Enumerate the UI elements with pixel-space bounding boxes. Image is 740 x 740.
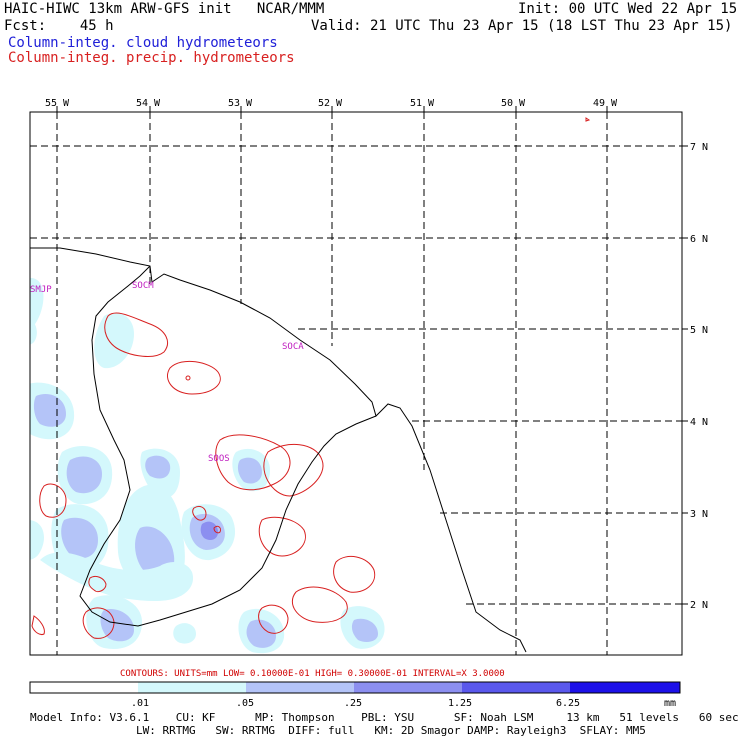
lon-label: 50 W [501, 98, 526, 109]
precip-contour [215, 434, 291, 491]
precip-contour [585, 117, 591, 122]
colorbar-bin [354, 682, 462, 693]
precip-contour [82, 607, 115, 639]
lat-labels: 7 N 6 N 5 N 4 N 3 N 2 N [690, 142, 708, 611]
station-label: SOCA [282, 342, 304, 352]
cloud-region [40, 552, 194, 602]
colorbar-tick: .25 [344, 698, 362, 709]
cloud-region [30, 278, 44, 330]
colorbar-tick: 6.25 [556, 698, 580, 709]
lon-label: 51 W [410, 98, 435, 109]
model-info-line2: LW: RRTMG SW: RRTMG DIFF: full KM: 2D Sm… [30, 724, 646, 737]
cloud-region [173, 623, 196, 644]
lon-label: 52 W [318, 98, 343, 109]
colorbar [29, 681, 681, 694]
station-label: SOCM [132, 281, 154, 291]
map-frame [29, 111, 683, 656]
lon-label: 53 W [228, 98, 253, 109]
colorbar-bin [30, 682, 138, 693]
precip-contour [88, 575, 107, 593]
precip-contour [258, 516, 306, 557]
border [79, 265, 377, 627]
cloud-region [94, 312, 134, 369]
colorbar-bin [246, 682, 354, 693]
station-label: SMJP [30, 285, 52, 295]
cloud-region [246, 619, 276, 648]
colorbar-ticks: .01 .05 .25 1.25 6.25 mm [131, 698, 676, 709]
colorbar-units: mm [664, 698, 676, 709]
header-forecast-hour: Fcst: 45 h [4, 18, 114, 34]
cloud-region [66, 456, 102, 494]
precip-contour-layer [31, 117, 591, 639]
precip-contour [213, 525, 221, 534]
frame-ticks [56, 106, 688, 605]
colorbar-frame [29, 681, 681, 694]
station-labels: SMJP SOCM SOCA SOOS [30, 281, 304, 464]
header-title: HAIC-HIWC 13km ARW-GFS init NCAR/MMM [4, 1, 325, 17]
colorbar-bin [462, 682, 570, 693]
model-info-line1: Model Info: V3.6.1 CU: KF MP: Thompson P… [30, 711, 739, 724]
cloud-region [100, 608, 134, 642]
precip-contour [167, 360, 221, 395]
cloud-region [61, 517, 98, 559]
lat-label: 3 N [690, 509, 708, 520]
lon-label: 49 W [593, 98, 618, 109]
lon-label: 55 W [45, 98, 70, 109]
colorbar-tick: .01 [131, 698, 149, 709]
precip-contour [291, 586, 348, 623]
colorbar-tick: 1.25 [448, 698, 472, 709]
lon-labels: 55 W 54 W 53 W 52 W 51 W 50 W 49 W [45, 98, 618, 109]
precip-contour [258, 604, 289, 634]
lat-label: 2 N [690, 600, 708, 611]
cloud-region [351, 618, 378, 642]
lon-label: 54 W [136, 98, 161, 109]
coastline [30, 247, 527, 653]
precip-contour [31, 615, 45, 635]
cloud-region [33, 394, 66, 427]
field-label-cloud: Column-integ. cloud hydrometeors [8, 35, 278, 51]
lat-label: 6 N [690, 234, 708, 245]
precip-contour [263, 443, 324, 497]
colorbar-tick: .05 [236, 698, 254, 709]
cloud-region [237, 457, 262, 484]
header-init-time: Init: 00 UTC Wed 22 Apr 15 [518, 1, 738, 17]
precip-contour [185, 375, 191, 381]
field-label-precip: Column-integ. precip. hydrometeors [8, 50, 295, 66]
colorbar-bin [138, 682, 246, 693]
cloud-region [145, 455, 171, 479]
contour-info: CONTOURS: UNITS=mm LOW= 0.10000E-01 HIGH… [120, 669, 505, 679]
station-label: SOOS [208, 454, 230, 464]
colorbar-bin [570, 682, 680, 693]
lat-label: 5 N [690, 325, 708, 336]
cloud-region [200, 521, 218, 540]
precip-contour [104, 312, 168, 357]
coastline-layer [30, 247, 527, 653]
lat-label: 7 N [690, 142, 708, 153]
precip-contour [39, 483, 67, 518]
precip-contour [333, 555, 376, 593]
latlon-grid [30, 112, 682, 655]
lat-label: 4 N [690, 417, 708, 428]
cloud-region [30, 318, 37, 345]
header-valid-time: Valid: 21 UTC Thu 23 Apr 15 (18 LST Thu … [311, 18, 733, 34]
precip-contour [192, 505, 207, 521]
cloud-fill-layer [30, 278, 385, 654]
cloud-region [30, 520, 44, 560]
